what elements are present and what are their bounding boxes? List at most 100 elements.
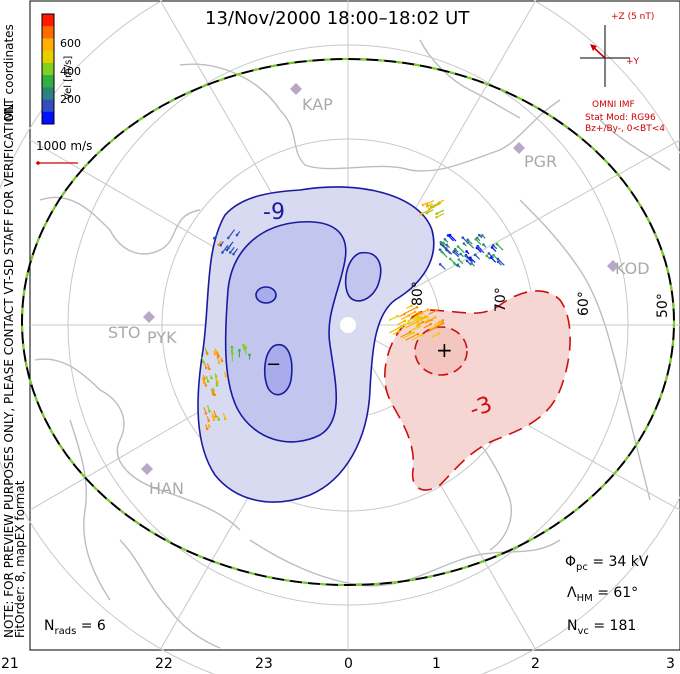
velocity-vector-origin: [212, 389, 215, 392]
velocity-vector-origin: [443, 238, 447, 241]
velocity-vector: [429, 323, 442, 330]
stat-nrads-symbol: N: [44, 618, 55, 634]
velocity-vector-origin: [400, 325, 404, 329]
velocity-vector-origin: [462, 242, 466, 245]
velocity-vector-origin: [204, 384, 208, 387]
stat-n-sub: vc: [577, 625, 589, 637]
velocity-vector-origin: [466, 238, 470, 241]
velocity-vector-origin: [232, 252, 235, 256]
potential-minimum-marker: −: [266, 354, 282, 375]
velocity-vector: [417, 309, 429, 316]
velocity-vector: [388, 315, 398, 321]
velocity-vector-origin: [428, 207, 431, 211]
velocity-vector-origin: [242, 343, 245, 347]
velocity-vector-origin: [445, 243, 449, 247]
stat-phi-symbol: Φ: [565, 554, 577, 570]
imf-z-label: +Z (5 nT): [611, 12, 655, 22]
velocity-vector-origin: [452, 250, 455, 254]
velocity-vector-origin: [403, 319, 407, 323]
pole-marker: [340, 317, 356, 333]
velocity-vector-origin: [491, 244, 495, 247]
contour-label-neg: -9: [263, 200, 285, 225]
stat-lambda-sub: HM: [576, 592, 593, 604]
velocity-vector: [402, 332, 415, 339]
velocity-vector-origin: [229, 251, 232, 254]
velocity-vector-origin: [204, 412, 208, 415]
colorbar-tick-600: 600: [60, 37, 81, 50]
colorbar-segment: [42, 111, 54, 125]
velocity-vector-origin: [225, 248, 229, 252]
velocity-vector-origin: [435, 325, 438, 329]
velocity-vector-origin: [420, 333, 424, 336]
velocity-vector-origin: [215, 383, 219, 387]
velocity-vector-origin: [421, 320, 425, 324]
velocity-vector-origin: [490, 246, 494, 249]
velocity-vector-origin: [448, 257, 452, 261]
scale-vector-label: 1000 m/s: [36, 139, 93, 153]
colorbar-tick-200: 200: [60, 93, 81, 106]
negative-cell-mid: [224, 220, 347, 443]
station-marker-sto: [143, 311, 155, 323]
velocity-vector-origin: [397, 330, 401, 333]
velocity-vector: [436, 209, 445, 215]
velocity-vector-origin: [206, 380, 210, 383]
velocity-vector-origin: [448, 233, 452, 237]
station-sto: STO: [108, 323, 141, 342]
velocity-vector-origin: [204, 366, 208, 370]
stat-n-rads: Nrads = 6: [44, 618, 106, 637]
velocity-vector-origin: [446, 234, 450, 237]
potential-maximum-marker: +: [436, 338, 453, 362]
stat-n-value: = 181: [593, 618, 637, 634]
stat-nrads-value: = 6: [80, 618, 106, 634]
velocity-vector-origin: [238, 349, 241, 352]
velocity-vector-origin: [480, 234, 484, 237]
velocity-vector-origin: [202, 381, 206, 385]
velocity-vector-origin: [223, 417, 227, 421]
negative-cell-spot: [255, 286, 277, 304]
velocity-vector: [426, 326, 437, 333]
velocity-vector-origin: [220, 359, 224, 363]
velocity-vector: [227, 229, 236, 239]
velocity-vector-origin: [221, 251, 224, 254]
velocity-vector-origin: [435, 212, 439, 216]
velocity-vector: [221, 244, 229, 253]
velocity-vector-origin: [417, 311, 421, 314]
velocity-vector-origin: [211, 392, 215, 396]
colorbar-segment: [42, 50, 54, 64]
velocity-vector-origin: [214, 415, 218, 418]
velocity-vector-origin: [473, 253, 477, 257]
velocity-vector-origin: [496, 257, 500, 261]
velocity-vector: [496, 243, 504, 251]
velocity-vector-origin: [213, 352, 217, 356]
velocity-vector-origin: [235, 233, 239, 237]
colorbar-segment: [42, 14, 54, 27]
velocity-vector: [430, 202, 440, 208]
mlt-tick-23: 23: [255, 656, 273, 672]
lat-label-50: 50°: [655, 293, 671, 318]
velocity-vector-origin: [435, 309, 438, 312]
imf-y-label: +Y: [626, 57, 640, 67]
velocity-vector-origin: [439, 241, 443, 244]
station-markers: [141, 83, 619, 475]
imf-condition: Bz+/By-, 0<BT<4: [585, 124, 665, 134]
velocity-vector-origin: [456, 245, 460, 248]
station-marker-pgr: [513, 142, 525, 154]
colorbar-outline: [41, 13, 55, 125]
velocity-vector-origin: [396, 314, 399, 318]
velocity-vector: [400, 331, 411, 338]
negative-cell-core: [263, 344, 293, 396]
velocity-vector: [449, 234, 457, 242]
heppner-maynard-boundary-dash: [21, 58, 675, 586]
velocity-vector-origin: [496, 260, 500, 264]
velocity-vector-origin: [407, 321, 411, 324]
station-kap: KAP: [302, 95, 333, 114]
colorbar-title: Vel [m/s]: [63, 55, 74, 100]
velocity-vector: [226, 241, 234, 251]
velocity-vector: [405, 321, 419, 329]
stat-nrads-sub: rads: [54, 625, 77, 637]
mlt-tick-2: 2: [531, 656, 540, 672]
velocity-vector-origin: [492, 253, 495, 257]
lat-label-80: 80°: [410, 281, 426, 306]
velocity-vector-origin: [438, 332, 441, 335]
